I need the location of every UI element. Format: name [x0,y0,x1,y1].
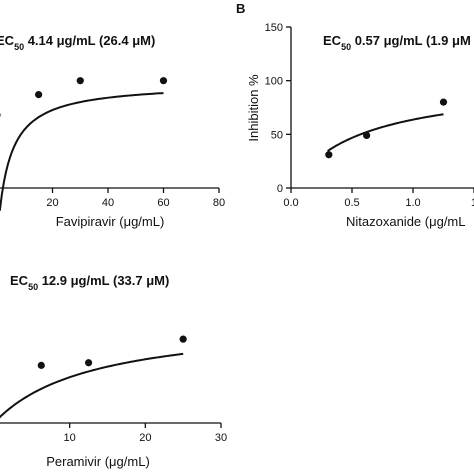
panel-b-y-tick-label: 100 [265,76,283,88]
panel-c-fit-curve [0,352,184,419]
panel-b-data-point [439,98,448,106]
panel-a-x-tick-label: 60 [157,197,169,209]
panel-c-data-point [179,335,187,343]
panel-b-letter: B [236,1,245,16]
panel-b-y-axis-label: Inhibition % [246,74,261,142]
panel-b-y-tick-label: 50 [271,129,283,141]
panel-b-points [325,98,448,159]
panel-b-x-ticks: 0.0 0.5 1.0 1 [283,188,474,209]
panel-a-data-point [159,77,168,85]
panel-a-x-axis-label: Favipiravir (μg/mL) [56,214,165,229]
panel-c-x-ticks: 10 20 30 [64,423,227,444]
panel-a-x-ticks: 20 40 60 80 [46,188,225,209]
panel-b-y-ticks: 0 50 100 150 [265,22,291,195]
panel-b-data-point [363,131,371,140]
panel-a-data-point [35,91,43,99]
panel-c-data-point [37,361,45,369]
panel-c-x-axis-label: Peramivir (μg/mL) [46,454,150,469]
panel-b-x-tick-label: 0.0 [283,197,298,209]
panel-b-x-tick-label: 1.0 [405,197,420,209]
panel-b-x-tick-label: 1 [471,197,474,209]
panel-b-y-tick-label: 150 [265,22,283,34]
panel-b-fit-curve [327,113,444,152]
panel-c-points [37,335,187,369]
panel-c-x-tick-label: 30 [215,432,227,444]
panel-a-points [0,77,168,118]
panel-b-ec50-title: EC50 0.57 μg/mL (1.9 μM [323,33,471,52]
panel-a-fit-curve-group [0,92,164,211]
panel-b-data-point [325,151,333,159]
panel-b-x-tick-label: 0.5 [344,197,359,209]
panel-b-fit-curve-group [327,113,444,152]
panel-c-fit-curve-group [0,352,184,419]
panel-a-fit-curve [0,92,164,211]
panel-a-ec50-title: EC50 4.14 μg/mL (26.4 μM) [0,33,155,52]
panel-a-x-tick-label: 20 [46,197,58,209]
panel-a-x-tick-label: 80 [213,197,225,209]
panel-a-data-point [0,113,1,118]
panel-a-x-tick-label: 40 [102,197,114,209]
panel-b-y-tick-label: 0 [277,183,283,195]
panel-c-data-point [84,359,93,367]
panel-b-x-axis-label: Nitazoxanide (μg/mL [346,214,466,229]
panel-c-x-tick-label: 10 [64,432,76,444]
panel-c-x-tick-label: 20 [139,432,151,444]
panel-favipiravir: EC50 4.14 μg/mL (26.4 μM) 20 40 60 80 Favip… [0,33,225,229]
panel-c-ec50-title: EC50 12.9 μg/mL (33.7 μM) [10,273,169,292]
panel-peramivir: EC50 12.9 μg/mL (33.7 μM) 10 20 30 Peramiv… [0,273,227,469]
panel-a-data-point [76,77,84,85]
